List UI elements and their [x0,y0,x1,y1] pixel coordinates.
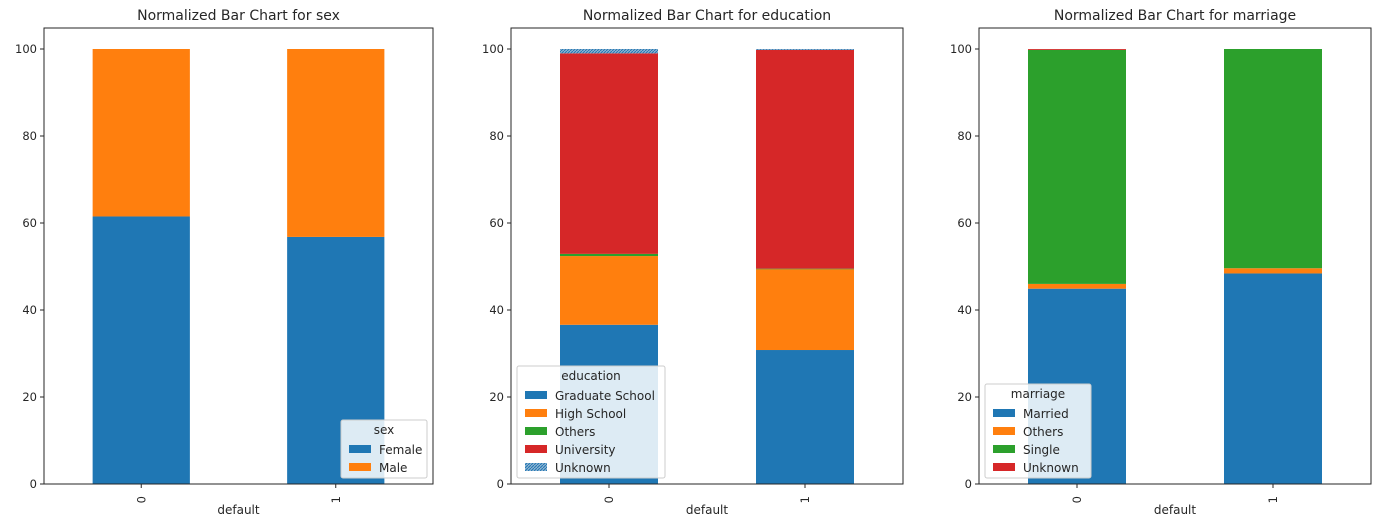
legend-label: Graduate School [555,389,655,403]
x-axis-label: default [686,503,729,517]
bar-others-0 [1028,283,1126,289]
bar-others-1 [756,268,854,270]
axes-frame [43,27,434,485]
y-tick-label: 100 [15,42,37,56]
chart-title: Normalized Bar Chart for marriage [1054,8,1296,24]
y-tick-label: 80 [489,129,504,143]
x-tick-label: 1 [798,496,812,503]
legend-title: sex [374,423,395,437]
y-tick-label: 20 [957,390,972,404]
chart-title: Normalized Bar Chart for education [583,8,831,24]
bar-high-school-0 [560,256,658,325]
bar-graduate-school-1 [756,350,854,484]
y-tick-label: 40 [22,303,37,317]
bar-others-1 [1224,268,1322,274]
y-tick-label: 80 [22,129,37,143]
legend-label: Single [1023,443,1060,457]
legend-swatch [993,463,1015,471]
legend-label: Male [379,461,407,475]
chart-title: Normalized Bar Chart for sex [137,8,340,24]
y-tick-label: 0 [497,477,504,491]
y-tick-label: 40 [489,303,504,317]
y-tick-label: 60 [22,216,37,230]
legend-title: marriage [1011,387,1065,401]
legend-label: University [555,443,616,457]
legend: sex Female Male [340,419,428,479]
y-tick-label: 80 [957,129,972,143]
legend-label: Unknown [1023,461,1079,475]
y-tick-label: 40 [957,303,972,317]
legend-swatch [993,427,1015,435]
legend-swatch [525,391,547,399]
legend-label: Others [555,425,595,439]
x-tick-label: 0 [134,496,148,503]
y-tick-label: 0 [30,477,37,491]
x-axis-label: default [217,503,260,517]
legend-title: education [561,369,621,383]
legend-swatch [525,409,547,417]
legend-swatch [525,427,547,435]
x-tick-label: 1 [329,496,343,503]
bar-high-school-1 [756,269,854,351]
legend-swatch [349,445,371,453]
bar-single-1 [1224,49,1322,269]
legend-box [984,383,1092,479]
legend-swatch [993,409,1015,417]
legend-label: High School [555,407,626,421]
y-tick-label: 0 [965,477,972,491]
x-tick-label: 0 [602,496,616,503]
legend-swatch [525,445,547,453]
legend-label: Others [1023,425,1063,439]
bar-university-0 [560,53,658,254]
bar-married-1 [1224,273,1322,484]
bar-single-0 [1028,49,1126,284]
bar-unknown-0 [1028,49,1126,50]
x-tick-label: 0 [1070,496,1084,503]
bar-university-1 [756,49,854,269]
y-tick-label: 60 [957,216,972,230]
legend-swatch [993,445,1015,453]
legend-label: Female [379,443,422,457]
bar-male-1 [287,49,385,237]
legend-swatch [349,463,371,471]
y-tick-label: 20 [489,390,504,404]
x-tick-label: 1 [1266,496,1280,503]
legend-box [516,365,666,479]
legend-label: Unknown [555,461,611,475]
bar-unknown-1 [756,49,854,50]
legend: marriage Married Others Single Unknown [984,383,1092,479]
y-tick-label: 100 [950,42,972,56]
axes-frame [510,27,904,485]
y-tick-label: 100 [482,42,504,56]
bar-unknown-0 [560,49,658,54]
legend-label: Married [1023,407,1069,421]
axes-frame [978,27,1372,485]
bar-female-0 [92,216,190,485]
bar-others-0 [560,253,658,257]
y-tick-label: 20 [22,390,37,404]
legend: education Graduate School High School Other… [516,365,666,479]
bar-male-0 [92,49,190,217]
legend-swatch [525,463,547,471]
x-axis-label: default [1154,503,1197,517]
y-tick-label: 60 [489,216,504,230]
